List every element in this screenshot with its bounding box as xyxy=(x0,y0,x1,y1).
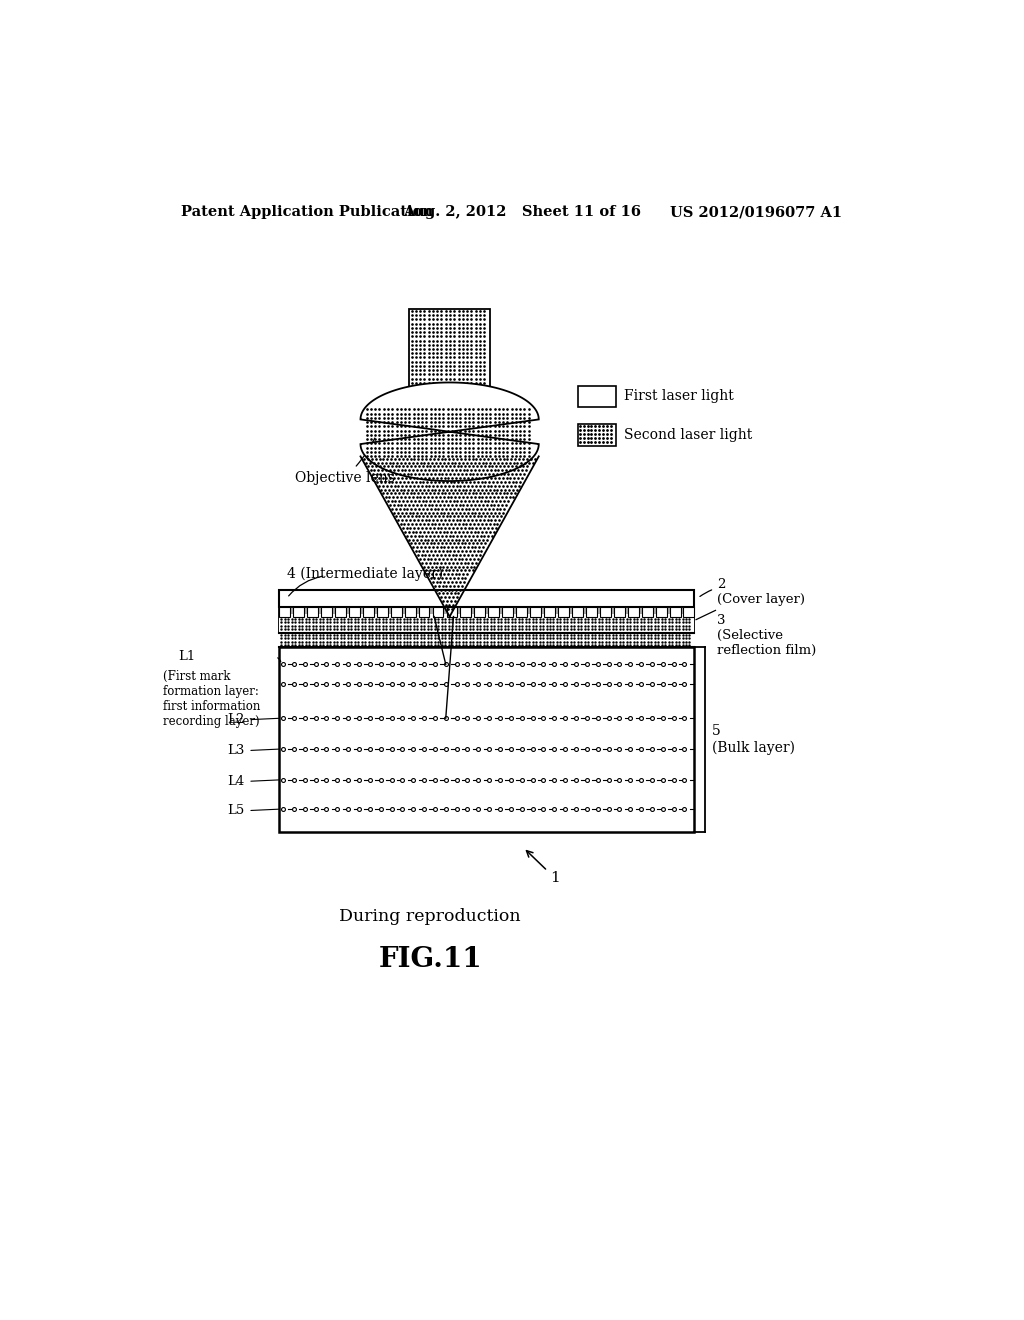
Bar xyxy=(391,607,401,618)
Text: US 2012/0196077 A1: US 2012/0196077 A1 xyxy=(671,206,843,219)
Text: During reproduction: During reproduction xyxy=(339,908,521,925)
Text: 2
(Cover layer): 2 (Cover layer) xyxy=(699,578,805,606)
Bar xyxy=(670,607,681,618)
Bar xyxy=(572,607,583,618)
Bar xyxy=(655,607,667,618)
Bar xyxy=(516,607,527,618)
Text: L2: L2 xyxy=(227,713,245,726)
Bar xyxy=(503,607,513,618)
Bar xyxy=(628,607,639,618)
Text: Aug. 2, 2012   Sheet 11 of 16: Aug. 2, 2012 Sheet 11 of 16 xyxy=(403,206,641,219)
Bar xyxy=(419,607,429,618)
Bar xyxy=(683,607,693,618)
Text: 5
(Bulk layer): 5 (Bulk layer) xyxy=(712,725,795,755)
Bar xyxy=(474,607,485,618)
Bar xyxy=(461,607,471,618)
Polygon shape xyxy=(360,383,539,480)
Text: Objective lens: Objective lens xyxy=(295,438,394,484)
Bar xyxy=(600,607,611,618)
Bar xyxy=(488,607,500,618)
Bar xyxy=(280,590,693,607)
Bar xyxy=(335,607,346,618)
Bar xyxy=(377,607,388,618)
Bar xyxy=(432,607,443,618)
Bar xyxy=(404,607,416,618)
Bar xyxy=(614,607,625,618)
Bar xyxy=(280,614,693,634)
Text: 4 (Intermediate layer): 4 (Intermediate layer) xyxy=(287,568,443,581)
Text: Second laser light: Second laser light xyxy=(624,428,753,442)
Bar xyxy=(280,607,693,634)
Bar xyxy=(410,309,489,407)
Bar xyxy=(280,634,693,647)
Text: 3
(Selective
reflection film): 3 (Selective reflection film) xyxy=(717,614,816,657)
Text: L3: L3 xyxy=(227,744,245,758)
Bar xyxy=(307,607,317,618)
Bar xyxy=(578,424,616,446)
Bar xyxy=(362,607,374,618)
Bar xyxy=(578,385,616,407)
Bar xyxy=(586,607,597,618)
Bar xyxy=(642,607,652,618)
Bar xyxy=(558,607,569,618)
Bar xyxy=(446,607,458,618)
Bar xyxy=(544,607,555,618)
Text: L1: L1 xyxy=(178,649,196,663)
Text: FIG.11: FIG.11 xyxy=(379,945,482,973)
Bar xyxy=(280,607,290,618)
Bar xyxy=(280,647,693,832)
Bar xyxy=(530,607,541,618)
Bar xyxy=(349,607,359,618)
Bar xyxy=(321,607,332,618)
Text: L4: L4 xyxy=(227,775,245,788)
Text: (First mark
formation layer:
first information
recording layer): (First mark formation layer: first infor… xyxy=(163,671,260,729)
Text: First laser light: First laser light xyxy=(624,389,734,404)
Text: L5: L5 xyxy=(227,804,245,817)
Text: 1: 1 xyxy=(526,850,560,886)
Text: Patent Application Publication: Patent Application Publication xyxy=(180,206,433,219)
Bar xyxy=(293,607,304,618)
